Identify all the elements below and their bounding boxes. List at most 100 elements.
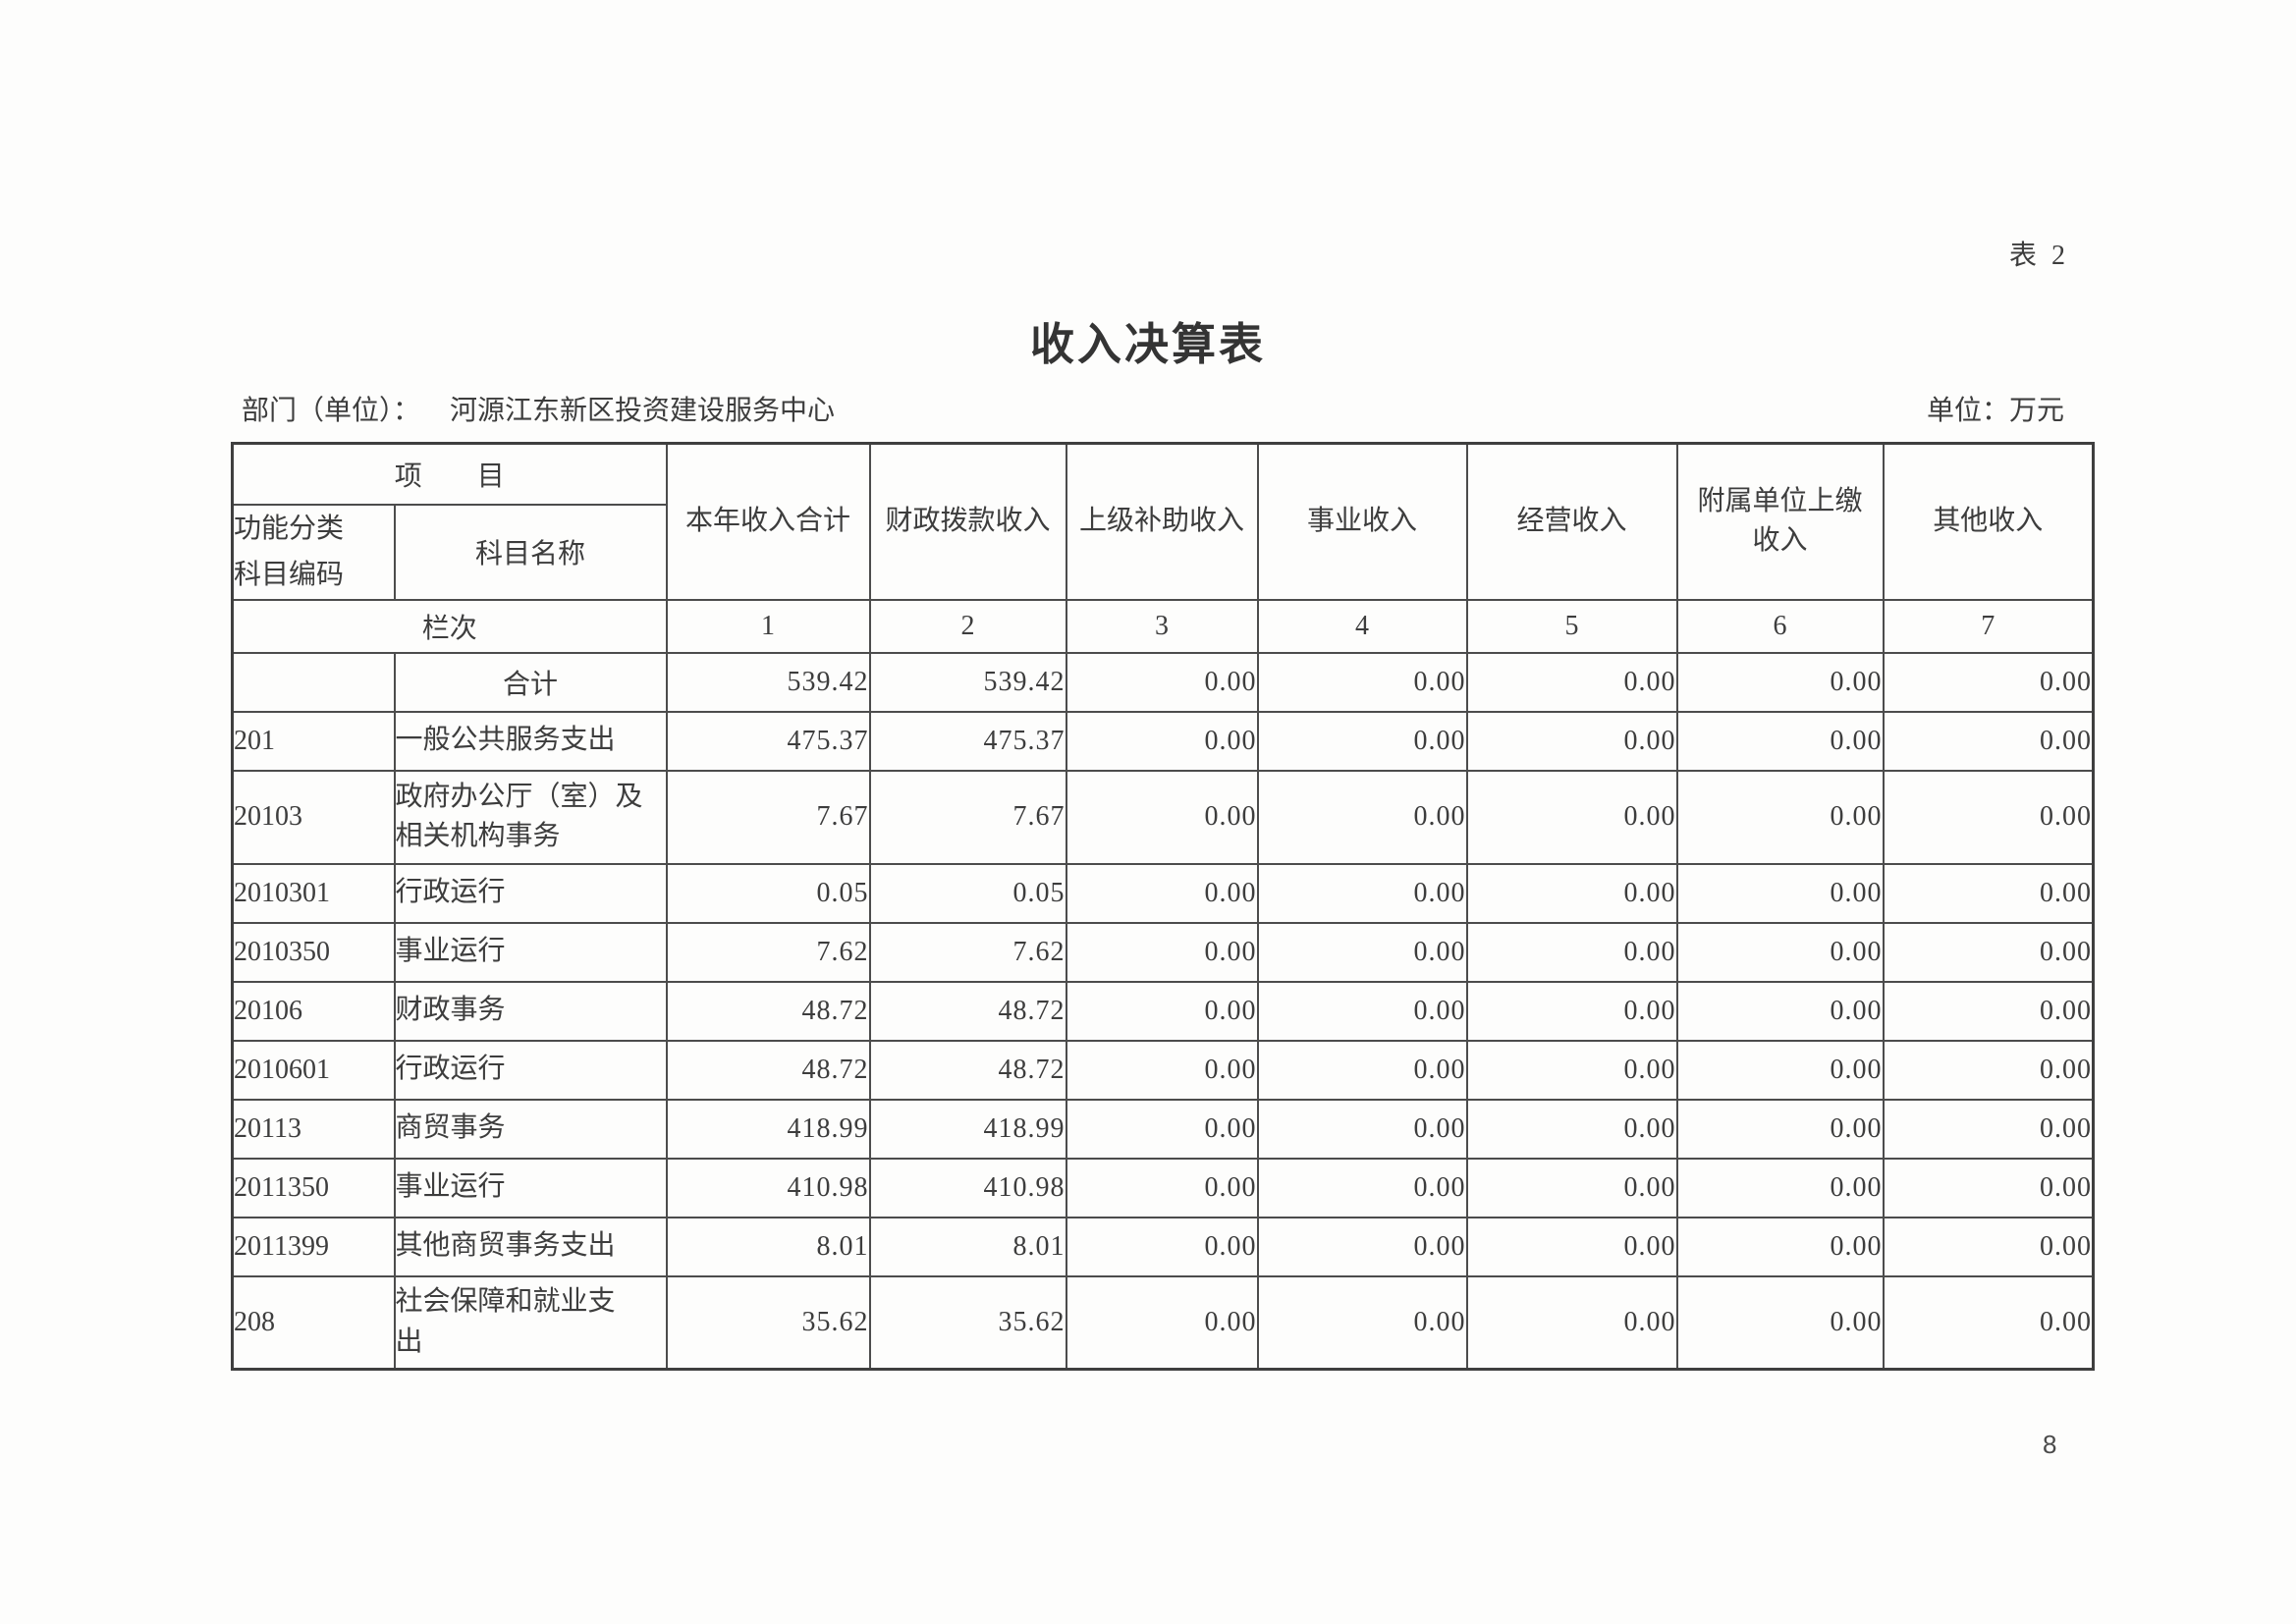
cell-name: 事业运行 (393, 1157, 668, 1218)
cell-value: 0.00 (1675, 769, 1885, 865)
table-row: 2010601 行政运行 48.72 48.72 0.00 0.00 0.00 … (231, 1039, 2095, 1101)
header-fiscal-appropriation-income: 财政拨款收入 (868, 442, 1067, 601)
cell-value: 0.00 (1882, 862, 2095, 924)
header-affiliated-unit-remitted-income: 附属单位上缴 收入 (1675, 442, 1885, 601)
cell-name: 政府办公厅（室）及 相关机构事务 (393, 769, 668, 865)
cell-value: 475.37 (665, 710, 871, 772)
cell-value: 0.00 (1256, 1098, 1468, 1160)
index-row: 栏次 1 2 3 4 5 6 7 (231, 598, 2095, 654)
cell-value: 0.00 (1882, 980, 2095, 1042)
cell-value: 0.00 (1882, 921, 2095, 983)
cell-value: 0.05 (868, 862, 1067, 924)
cell-value: 0.00 (1465, 1098, 1678, 1160)
cell-value: 0.00 (1256, 1157, 1468, 1218)
cell-value: 0.00 (1675, 1039, 1885, 1101)
cell-value: 0.00 (1256, 862, 1468, 924)
cell-value: 0.00 (1465, 862, 1678, 924)
cell-value: 418.99 (868, 1098, 1067, 1160)
cell-value: 0.00 (1065, 651, 1259, 713)
cell-name: 事业运行 (393, 921, 668, 983)
header-row-sub: 功能分类 科目编码 科目名称 (231, 503, 2094, 601)
cell-value: 0.00 (1675, 980, 1885, 1042)
cell-value: 0.00 (1675, 710, 1885, 772)
income-table: 项 目 本年收入合计 财政拨款收入 上级补助收入 事业收入 经营收入 附属单位上… (231, 442, 2096, 1372)
table-row: 20113 商贸事务 418.99 418.99 0.00 0.00 0.00 … (231, 1098, 2095, 1160)
cell-value: 0.00 (1675, 862, 1885, 924)
cell-value: 0.00 (1465, 651, 1678, 713)
cell-value: 0.00 (1675, 1216, 1885, 1277)
cell-value: 0.00 (1065, 921, 1259, 983)
header-function-code: 功能分类 科目编码 (231, 503, 396, 601)
cell-value: 539.42 (665, 651, 871, 713)
department-name: 河源江东新区投资建设服务中心 (450, 396, 836, 426)
header-item-group: 项 目 (231, 442, 668, 506)
cell-value: 0.00 (1882, 769, 2095, 865)
header-row-item: 项 目 本年收入合计 财政拨款收入 上级补助收入 事业收入 经营收入 附属单位上… (231, 442, 2095, 601)
cell-name: 财政事务 (393, 980, 668, 1042)
cell-value: 0.00 (1882, 651, 2095, 713)
table-row-total: 合计 539.42 539.42 0.00 0.00 0.00 0.00 0.0… (231, 651, 2095, 713)
cell-value: 0.00 (1256, 710, 1468, 772)
table-row: 2010301 行政运行 0.05 0.05 0.00 0.00 0.00 0.… (231, 862, 2095, 924)
table-row: 2010350 事业运行 7.62 7.62 0.00 0.00 0.00 0.… (231, 921, 2095, 983)
cell-value: 0.00 (1882, 1274, 2095, 1371)
sheet-label: 表 2 (2009, 241, 2070, 271)
cell-code: 2011350 (231, 1157, 396, 1218)
cell-code: 2011399 (231, 1216, 396, 1277)
cell-value: 7.67 (665, 769, 871, 865)
department-label: 部门（单位）： (242, 396, 421, 426)
cell-value: 410.98 (868, 1157, 1067, 1218)
cell-value: 475.37 (868, 710, 1067, 772)
cell-value: 0.00 (1465, 1216, 1678, 1277)
cell-value: 0.00 (1256, 769, 1468, 865)
cell-value: 539.42 (868, 651, 1067, 713)
table-row: 20103 政府办公厅（室）及 相关机构事务 7.67 7.67 0.00 0.… (231, 769, 2095, 865)
cell-value: 0.00 (1882, 710, 2095, 772)
cell-code: 208 (231, 1274, 396, 1371)
cell-value: 48.72 (665, 1039, 871, 1101)
cell-value: 48.72 (665, 980, 871, 1042)
cell-code: 2010350 (231, 921, 396, 983)
cell-name: 其他商贸事务支出 (393, 1216, 668, 1277)
cell-value: 7.62 (665, 921, 871, 983)
index-col-1: 1 (665, 598, 871, 654)
header-total-income: 本年收入合计 (665, 442, 871, 601)
cell-value: 0.00 (1882, 1157, 2095, 1218)
cell-value: 0.00 (1675, 1098, 1885, 1160)
cell-value: 0.00 (1256, 1274, 1468, 1371)
header-other-income: 其他收入 (1882, 442, 2095, 601)
cell-code: 201 (231, 710, 396, 772)
cell-value: 7.62 (868, 921, 1067, 983)
index-col-7: 7 (1882, 598, 2095, 654)
cell-value: 0.00 (1065, 710, 1259, 772)
cell-code: 2010301 (231, 862, 396, 924)
cell-value: 0.00 (1465, 710, 1678, 772)
cell-value: 0.00 (1256, 980, 1468, 1042)
table-row: 2011399 其他商贸事务支出 8.01 8.01 0.00 0.00 0.0… (231, 1216, 2095, 1277)
index-col-5: 5 (1465, 598, 1678, 654)
cell-value: 0.00 (1065, 1216, 1259, 1277)
cell-name: 社会保障和就业支 出 (393, 1274, 668, 1371)
table-row: 201 一般公共服务支出 475.37 475.37 0.00 0.00 0.0… (231, 710, 2095, 772)
cell-name: 行政运行 (393, 1039, 668, 1101)
cell-value: 35.62 (665, 1274, 871, 1371)
cell-value: 0.00 (1465, 1274, 1678, 1371)
cell-value: 0.00 (1465, 980, 1678, 1042)
header-superior-subsidy-income: 上级补助收入 (1065, 442, 1259, 601)
cell-value: 0.00 (1465, 1039, 1678, 1101)
cell-value: 7.67 (868, 769, 1067, 865)
cell-value: 0.00 (1675, 921, 1885, 983)
cell-code (231, 651, 396, 713)
table-row: 2011350 事业运行 410.98 410.98 0.00 0.00 0.0… (231, 1157, 2095, 1218)
cell-value: 0.00 (1256, 651, 1468, 713)
cell-value: 0.00 (1065, 1098, 1259, 1160)
cell-value: 0.00 (1465, 769, 1678, 865)
page-title: 收入决算表 (1029, 320, 1266, 369)
table-row: 20106 财政事务 48.72 48.72 0.00 0.00 0.00 0.… (231, 980, 2095, 1042)
index-col-3: 3 (1065, 598, 1259, 654)
cell-value: 8.01 (665, 1216, 871, 1277)
cell-value: 0.00 (1065, 1039, 1259, 1101)
index-col-2: 2 (868, 598, 1067, 654)
cell-value: 0.00 (1065, 1274, 1259, 1371)
